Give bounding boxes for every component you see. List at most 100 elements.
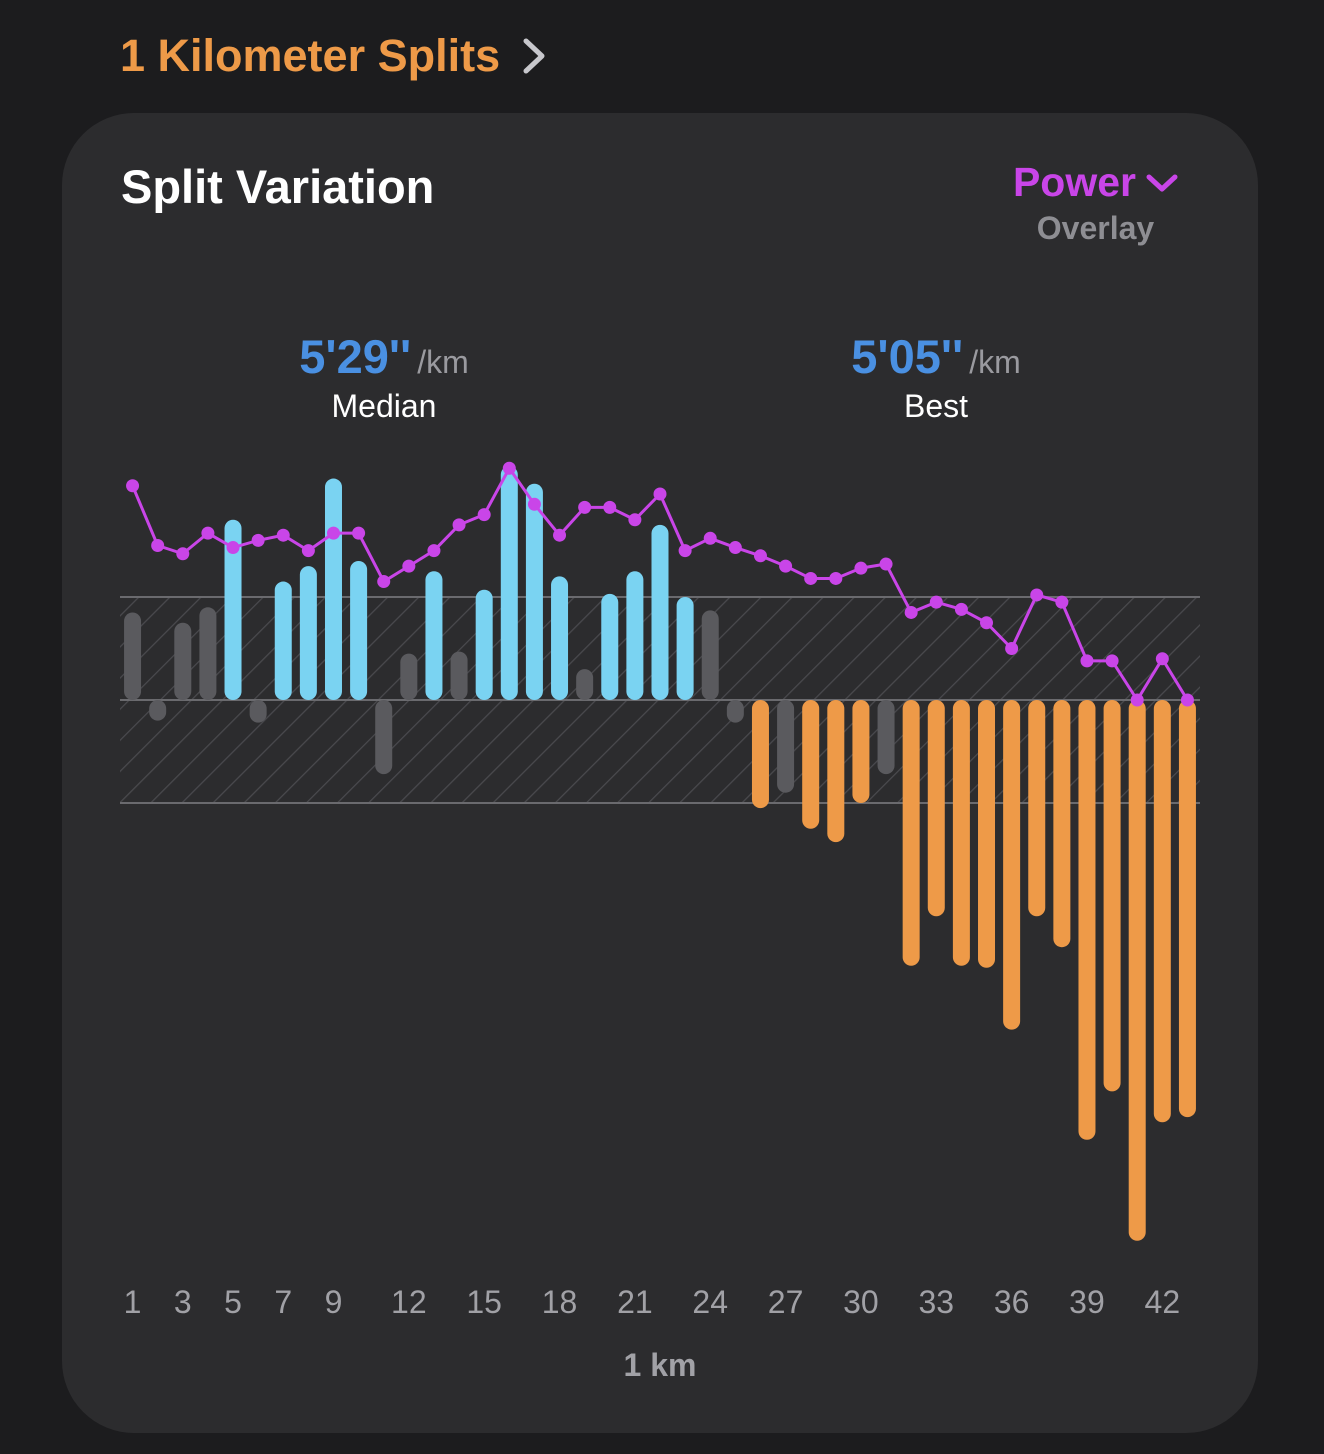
power-point	[980, 616, 994, 630]
overlay-selector[interactable]: Power Overlay	[1013, 159, 1178, 247]
power-point	[377, 575, 391, 589]
split-bar	[199, 607, 217, 700]
power-point	[1005, 642, 1019, 655]
power-point	[1030, 588, 1044, 602]
split-bar	[852, 700, 870, 803]
power-point	[527, 497, 541, 511]
power-point	[1105, 654, 1119, 668]
power-point	[929, 595, 943, 609]
power-point	[502, 461, 516, 475]
split-bar	[576, 669, 594, 700]
power-point	[452, 518, 466, 532]
power-point	[854, 561, 868, 575]
power-point	[251, 533, 265, 547]
x-tick-label: 21	[617, 1284, 653, 1320]
power-point	[176, 547, 190, 561]
split-bar	[827, 700, 845, 843]
median-label: Median	[331, 388, 437, 424]
split-bar	[124, 612, 142, 700]
power-point	[628, 513, 642, 527]
split-variation-chart: 1 3 5 7 9 12 15 18 21 24 27 30 33 36 39 42	[120, 461, 1200, 1320]
split-bar	[450, 651, 468, 700]
overlay-caption: Overlay	[1036, 210, 1155, 246]
split-bar	[877, 700, 895, 775]
chevron-right-icon	[523, 38, 545, 74]
section-title: 1 Kilometer Splits	[120, 30, 501, 81]
split-bar	[1128, 700, 1146, 1241]
split-bar	[299, 566, 317, 700]
power-point	[603, 500, 617, 514]
median-value: 5'29''	[299, 330, 412, 383]
split-bar	[701, 610, 719, 700]
split-bar	[375, 700, 393, 775]
power-point	[703, 531, 717, 545]
x-tick-label: 36	[994, 1284, 1030, 1320]
card-title: Split Variation	[121, 160, 435, 213]
split-bar	[1103, 700, 1121, 1092]
x-tick-label: 1	[124, 1284, 142, 1320]
split-bar	[1078, 700, 1096, 1140]
power-point	[553, 528, 567, 542]
median-stat: 5'29'' /km Median	[234, 329, 534, 425]
split-bar	[224, 519, 242, 700]
power-point	[753, 549, 767, 563]
split-bar	[174, 622, 192, 700]
power-point	[427, 544, 441, 558]
split-variation-card: Split Variation Power Overlay 5'29'' /km…	[62, 113, 1258, 1433]
power-point	[1180, 693, 1194, 707]
split-bar	[1053, 700, 1071, 948]
x-axis-label: 1 km	[623, 1347, 697, 1383]
x-tick-label: 27	[768, 1284, 804, 1320]
split-bar	[1003, 700, 1021, 1030]
split-bar	[651, 524, 669, 700]
power-point	[352, 526, 366, 540]
power-point	[954, 602, 968, 616]
split-bar	[676, 597, 694, 700]
x-tick-label: 3	[174, 1284, 192, 1320]
power-point	[829, 571, 843, 585]
power-point	[904, 605, 918, 619]
power-point	[1130, 693, 1144, 707]
overlay-value: Power	[1012, 159, 1136, 205]
split-bar	[149, 700, 167, 721]
power-point	[779, 559, 793, 573]
split-bar	[802, 700, 820, 829]
splits-section-header[interactable]: 1 Kilometer Splits	[120, 30, 548, 82]
split-bar	[500, 466, 518, 700]
power-point	[1155, 652, 1169, 666]
split-bar	[626, 571, 644, 700]
split-bar	[274, 581, 292, 700]
split-bar	[601, 593, 619, 700]
split-bar	[400, 653, 418, 700]
x-tick-label: 15	[466, 1284, 502, 1320]
power-point	[301, 544, 315, 558]
power-point	[653, 487, 667, 501]
split-bar	[1178, 700, 1196, 1118]
split-bar	[952, 700, 970, 966]
x-tick-label: 42	[1145, 1284, 1181, 1320]
split-bar	[726, 700, 744, 723]
split-bar	[525, 483, 543, 700]
x-tick-label: 33	[918, 1284, 954, 1320]
split-bar	[324, 478, 342, 700]
split-bar	[902, 700, 920, 966]
split-bar	[475, 589, 493, 700]
best-stat: 5'05'' /km Best	[786, 329, 1086, 425]
split-bar	[978, 700, 996, 968]
chevron-down-icon	[1146, 174, 1178, 191]
x-tick-label: 30	[843, 1284, 879, 1320]
split-bar	[777, 700, 795, 793]
power-point	[578, 500, 592, 514]
split-bar	[1153, 700, 1171, 1123]
best-label: Best	[903, 388, 969, 424]
split-bar	[551, 576, 569, 700]
split-bar	[350, 560, 368, 700]
power-point	[728, 541, 742, 555]
split-bar	[927, 700, 945, 917]
power-point	[201, 526, 215, 540]
power-point	[1055, 595, 1069, 609]
power-point	[879, 557, 893, 571]
power-point	[126, 479, 140, 493]
x-tick-label: 9	[325, 1284, 343, 1320]
power-point	[151, 539, 165, 552]
